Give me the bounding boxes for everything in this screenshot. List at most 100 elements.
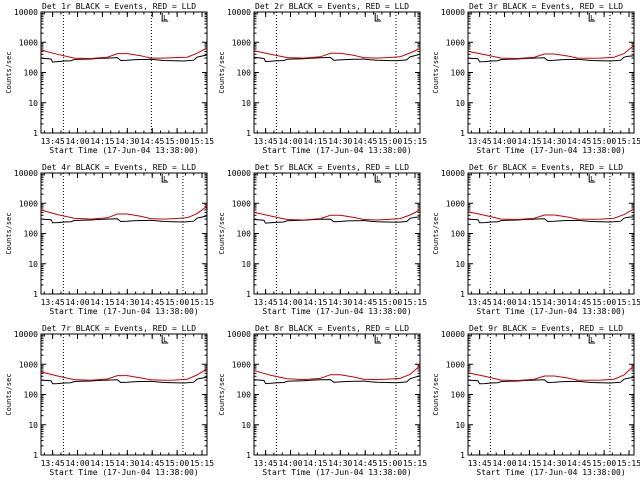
x-tick-label: 14:45	[140, 298, 164, 307]
x-tick-label: 14:00	[278, 459, 302, 468]
panel-title: Det 2r BLACK = Events, RED = LLD	[255, 2, 409, 11]
x-tick-label: 15:15	[190, 459, 214, 468]
x-tick-label: 15:00	[592, 137, 616, 146]
y-tick-label: 100	[237, 69, 252, 78]
y-tick-label: 10	[455, 99, 465, 108]
marker-bracket	[161, 13, 169, 22]
x-tick-label: 15:15	[617, 459, 640, 468]
y-tick-label: 10	[28, 260, 38, 269]
x-axis-label: Start Time (17-Jun-04 13:38:00)	[476, 146, 625, 155]
y-tick-label: 1000	[19, 199, 38, 208]
x-tick-label: 14:00	[492, 137, 516, 146]
y-tick-label: 10	[455, 260, 465, 269]
x-tick-label: 14:30	[115, 459, 139, 468]
x-tick-label: 15:15	[403, 137, 427, 146]
y-tick-label: 1000	[19, 38, 38, 47]
x-tick-label: 14:00	[278, 298, 302, 307]
x-axis-label: Start Time (17-Jun-04 13:38:00)	[476, 468, 625, 477]
x-tick-label: 15:00	[592, 459, 616, 468]
x-tick-label: 14:45	[353, 298, 377, 307]
lld-series-line	[253, 209, 421, 221]
x-tick-label: 14:00	[278, 137, 302, 146]
lld-series-line	[467, 44, 635, 60]
x-axis-label: Start Time (17-Jun-04 13:38:00)	[49, 468, 198, 477]
panel-det-5: Det 5r BLACK = Events, RED = LLD L 1 10 100 1…	[218, 163, 427, 316]
x-tick-label: 13:45	[41, 298, 65, 307]
x-tick-label: 15:15	[190, 137, 214, 146]
x-tick-label: 14:15	[517, 137, 541, 146]
x-axis-label: Start Time (17-Jun-04 13:38:00)	[476, 307, 625, 316]
x-axis-label: Start Time (17-Jun-04 13:38:00)	[262, 307, 411, 316]
x-tick-label: 14:15	[90, 459, 114, 468]
y-tick-label: 10000	[227, 8, 251, 17]
y-tick-label: 10000	[14, 169, 38, 178]
y-tick-label: 1000	[232, 360, 251, 369]
marker-label: L	[376, 175, 380, 183]
y-tick-label: 10000	[441, 330, 465, 339]
y-tick-label: 100	[237, 230, 252, 239]
y-tick-label: 1	[460, 451, 465, 460]
x-tick-label: 14:30	[328, 298, 352, 307]
lld-series-line	[467, 365, 635, 382]
events-series-line	[253, 53, 421, 63]
y-axis-label: Counts/sec	[5, 51, 13, 93]
marker-label: L	[163, 14, 167, 22]
plot-frame	[467, 172, 635, 295]
events-series-line	[40, 54, 208, 63]
x-tick-label: 14:30	[115, 137, 139, 146]
marker-bracket	[374, 335, 382, 344]
y-axis-label: Counts/sec	[432, 373, 440, 415]
x-tick-label: 14:15	[303, 459, 327, 468]
y-tick-label: 10000	[14, 330, 38, 339]
y-tick-label: 10	[241, 99, 251, 108]
lld-series-line	[253, 365, 421, 381]
marker-label: L	[590, 175, 594, 183]
y-tick-label: 10	[241, 421, 251, 430]
y-tick-label: 10000	[14, 8, 38, 17]
x-tick-label: 15:00	[592, 298, 616, 307]
x-tick-label: 15:00	[378, 459, 402, 468]
x-axis-label: Start Time (17-Jun-04 13:38:00)	[49, 146, 198, 155]
panel-det-7: Det 7r BLACK = Events, RED = LLD L 1 10 100 1…	[5, 324, 214, 477]
marker-label: L	[376, 336, 380, 344]
panel-det-6: Det 6r BLACK = Events, RED = LLD L 1 10 100 1…	[432, 163, 640, 316]
events-series-line	[467, 55, 635, 63]
y-tick-label: 10000	[441, 8, 465, 17]
marker-bracket	[161, 174, 169, 183]
y-tick-label: 1000	[19, 360, 38, 369]
marker-label: L	[376, 14, 380, 22]
x-tick-label: 14:45	[567, 298, 591, 307]
y-tick-label: 1	[33, 129, 38, 138]
x-tick-label: 14:15	[90, 137, 114, 146]
x-tick-label: 15:15	[403, 298, 427, 307]
y-tick-label: 100	[451, 391, 466, 400]
x-tick-label: 15:00	[378, 298, 402, 307]
plot-frame	[40, 333, 208, 456]
y-tick-label: 10	[455, 421, 465, 430]
y-tick-label: 100	[451, 69, 466, 78]
y-axis-label: Counts/sec	[218, 212, 226, 254]
y-axis-label: Counts/sec	[5, 373, 13, 415]
panel-title: Det 7r BLACK = Events, RED = LLD	[42, 324, 196, 333]
marker-bracket	[374, 174, 382, 183]
x-tick-label: 15:15	[190, 298, 214, 307]
x-tick-label: 14:30	[328, 137, 352, 146]
events-series-line	[40, 215, 208, 224]
plot-frame	[253, 172, 421, 295]
panel-det-8: Det 8r BLACK = Events, RED = LLD L 1 10 100 1…	[218, 324, 427, 477]
x-axis-label: Start Time (17-Jun-04 13:38:00)	[262, 468, 411, 477]
events-series-line	[467, 376, 635, 385]
events-series-line	[467, 216, 635, 224]
x-tick-label: 14:30	[542, 298, 566, 307]
lld-series-line	[253, 48, 421, 59]
lld-series-line	[40, 205, 208, 220]
x-tick-label: 13:45	[468, 459, 492, 468]
panel-title: Det 4r BLACK = Events, RED = LLD	[42, 163, 196, 172]
y-tick-label: 1	[33, 451, 38, 460]
x-tick-label: 15:15	[617, 298, 640, 307]
x-tick-label: 14:45	[567, 137, 591, 146]
x-tick-label: 14:30	[542, 459, 566, 468]
plot-frame	[40, 172, 208, 295]
lld-series-line	[40, 47, 208, 60]
